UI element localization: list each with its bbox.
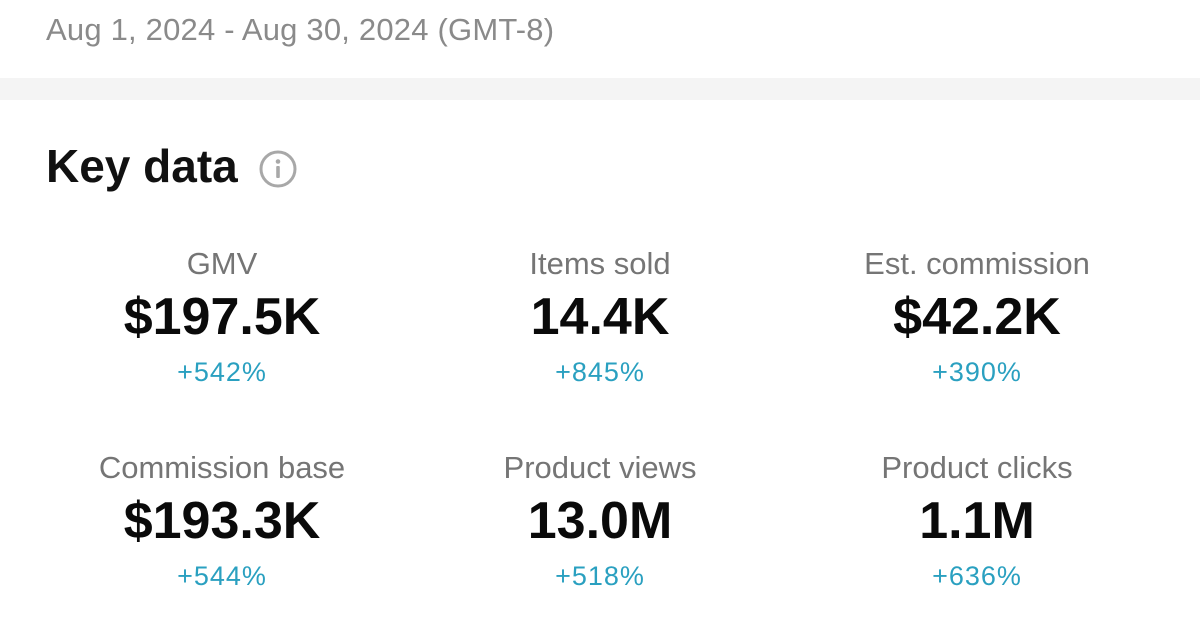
- metric-gmv[interactable]: GMV $197.5K +542%: [32, 244, 412, 394]
- metric-label: Product views: [503, 450, 697, 485]
- metric-value: 13.0M: [527, 492, 673, 550]
- metric-change: +845%: [555, 357, 645, 387]
- metric-change: +636%: [932, 561, 1022, 591]
- metric-label: Product clicks: [881, 450, 1073, 485]
- metric-change: +518%: [555, 561, 645, 591]
- metric-value: $193.3K: [123, 492, 321, 550]
- metric-items-sold[interactable]: Items sold 14.4K +845%: [410, 244, 790, 394]
- metric-label: Items sold: [529, 246, 671, 281]
- metric-value: 14.4K: [530, 288, 670, 346]
- metric-commission-base[interactable]: Commission base $193.3K +544%: [32, 448, 412, 598]
- metric-value: $197.5K: [123, 288, 321, 346]
- metric-est-commission[interactable]: Est. commission $42.2K +390%: [787, 244, 1167, 394]
- key-data-header: Key data: [46, 136, 298, 196]
- key-data-title: Key data: [46, 140, 238, 192]
- metric-change: +542%: [177, 357, 267, 387]
- metric-value: 1.1M: [919, 492, 1035, 550]
- metric-product-clicks[interactable]: Product clicks 1.1M +636%: [787, 448, 1167, 598]
- metric-label: GMV: [186, 246, 258, 281]
- metric-product-views[interactable]: Product views 13.0M +518%: [410, 448, 790, 598]
- metric-change: +544%: [177, 561, 267, 591]
- metric-label: Est. commission: [864, 246, 1090, 281]
- key-data-card: Key data GMV $197.5K +542% Items sold 14…: [0, 100, 1200, 635]
- date-range-bar[interactable]: Aug 1, 2024 - Aug 30, 2024 (GMT-8): [0, 0, 1200, 78]
- metric-label: Commission base: [98, 450, 346, 485]
- section-divider: [0, 78, 1200, 100]
- metric-change: +390%: [932, 357, 1022, 387]
- info-circle-icon[interactable]: [258, 149, 298, 189]
- date-range-text[interactable]: Aug 1, 2024 - Aug 30, 2024 (GMT-8): [46, 12, 555, 47]
- metric-value: $42.2K: [893, 288, 1061, 346]
